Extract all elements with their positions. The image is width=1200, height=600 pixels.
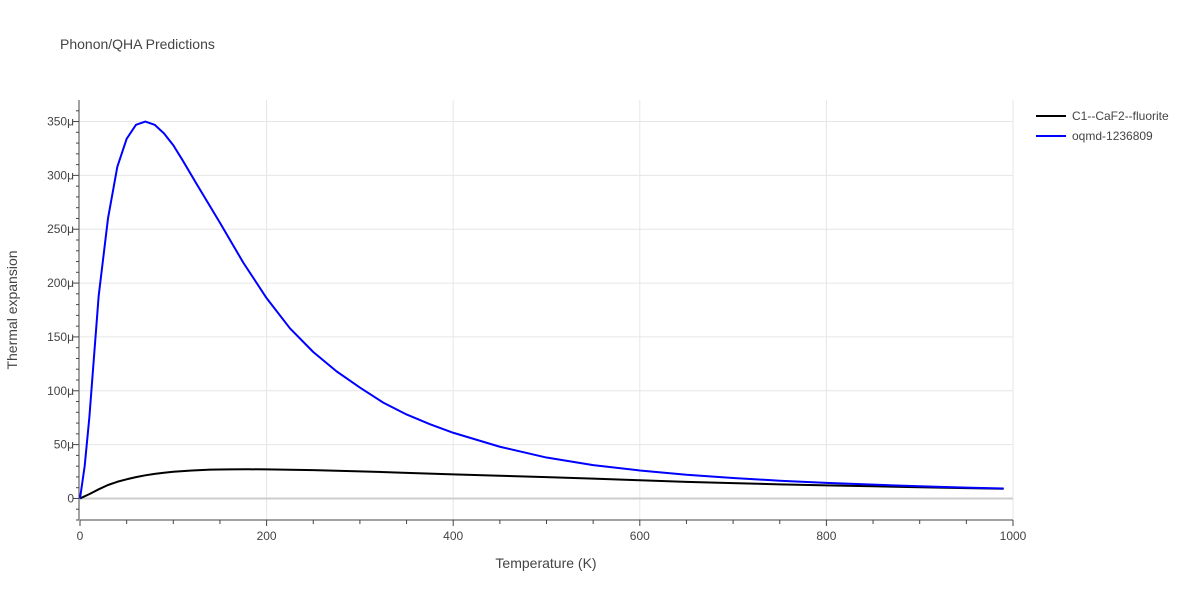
- y-tick-label: 50μ: [54, 438, 74, 452]
- x-tick-label: 200: [257, 529, 277, 543]
- legend-label: C1--CaF2--fluorite: [1072, 109, 1169, 123]
- legend-item-oqmd-1236809[interactable]: oqmd-1236809: [1036, 126, 1169, 146]
- x-tick-label: 1000: [1000, 529, 1027, 543]
- y-tick-label: 300μ: [47, 168, 74, 182]
- axes: 0 200 400 600 800 1000 0 50μ 100μ 150μ 200μ 250μ 300…: [47, 100, 1027, 543]
- legend-label: oqmd-1236809: [1072, 129, 1153, 143]
- y-tick-label: 150μ: [47, 330, 74, 344]
- chart-title: Phonon/QHA Predictions: [60, 36, 215, 52]
- legend-swatch-black: [1036, 115, 1066, 117]
- series-layer: [79, 120, 1004, 500]
- y-axis-label: Thermal expansion: [4, 250, 20, 369]
- grid: [80, 100, 1014, 520]
- x-tick-label: 800: [816, 529, 836, 543]
- y-tick-label: 350μ: [47, 115, 74, 129]
- x-axis-label: Temperature (K): [495, 555, 596, 571]
- legend[interactable]: C1--CaF2--fluorite oqmd-1236809: [1036, 106, 1169, 146]
- series-line-1: [79, 120, 1004, 499]
- legend-swatch-blue: [1036, 135, 1066, 137]
- y-tick-label: 0: [67, 491, 74, 505]
- legend-item-c1-caf2-fluorite[interactable]: C1--CaF2--fluorite: [1036, 106, 1169, 126]
- x-tick-label: 0: [77, 529, 84, 543]
- x-tick-label: 400: [443, 529, 463, 543]
- series-line-0: [79, 468, 1004, 500]
- y-tick-label: 250μ: [47, 222, 74, 236]
- x-tick-label: 600: [630, 529, 650, 543]
- y-tick-label: 100μ: [47, 384, 74, 398]
- y-tick-label: 200μ: [47, 276, 74, 290]
